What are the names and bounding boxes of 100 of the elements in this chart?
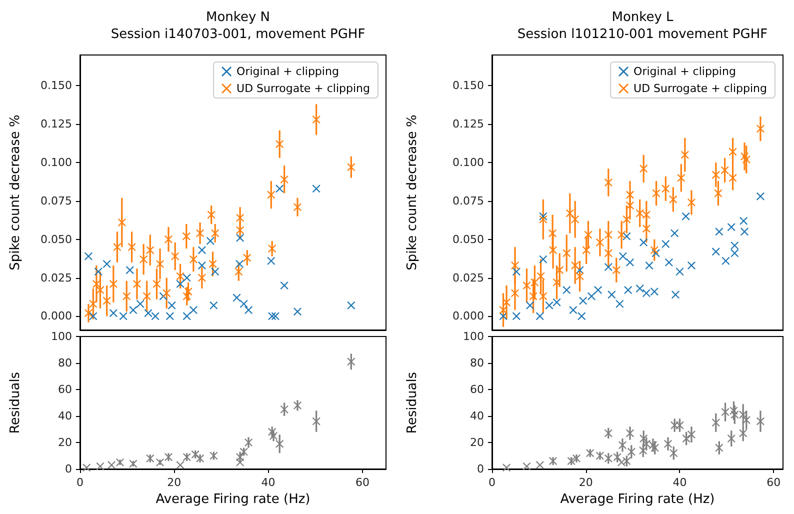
y-axis-title: Residuals xyxy=(405,372,420,434)
y-tick-label: 0.150 xyxy=(452,79,484,92)
y-tick-label: 0.075 xyxy=(452,194,484,208)
point xyxy=(670,229,679,238)
point xyxy=(268,244,276,253)
point xyxy=(642,224,650,233)
point xyxy=(156,260,164,268)
point xyxy=(232,294,241,302)
point xyxy=(539,215,548,224)
point xyxy=(182,312,191,320)
point xyxy=(687,198,696,206)
point xyxy=(613,453,622,462)
point xyxy=(240,448,248,456)
point xyxy=(102,296,111,305)
point xyxy=(640,434,648,443)
point xyxy=(276,140,284,148)
point xyxy=(536,461,544,470)
point xyxy=(236,226,244,234)
point xyxy=(612,266,620,274)
x-tick-label: 0 xyxy=(488,476,496,489)
point xyxy=(567,457,576,466)
point xyxy=(642,289,650,298)
point xyxy=(198,261,206,270)
point xyxy=(740,216,748,225)
y-tick-label: 0 xyxy=(65,462,72,476)
point xyxy=(116,458,124,466)
point xyxy=(626,429,634,438)
y-tick-label: 60 xyxy=(58,383,72,396)
x-tick-label: 60 xyxy=(355,476,370,489)
point xyxy=(244,438,253,446)
point xyxy=(511,261,519,270)
point xyxy=(566,209,574,218)
point xyxy=(164,235,173,244)
point xyxy=(293,203,302,212)
point xyxy=(604,263,612,272)
point xyxy=(146,454,154,462)
point xyxy=(522,462,531,470)
point xyxy=(182,232,190,240)
point xyxy=(168,301,176,310)
point xyxy=(712,170,720,179)
point xyxy=(312,116,320,124)
point xyxy=(236,260,244,268)
y-tick-label: 100 xyxy=(51,330,72,343)
point xyxy=(648,441,657,450)
point xyxy=(122,292,131,300)
point xyxy=(211,268,220,276)
point xyxy=(129,306,138,314)
point xyxy=(586,449,594,458)
x-tick-label: 40 xyxy=(672,476,687,489)
point xyxy=(236,234,244,242)
point xyxy=(604,454,612,462)
x-tick-label: 0 xyxy=(76,476,84,489)
point xyxy=(715,228,724,236)
point xyxy=(572,454,580,462)
point xyxy=(740,228,749,236)
point xyxy=(92,280,100,288)
point xyxy=(280,175,288,184)
point xyxy=(522,281,531,290)
point xyxy=(89,312,98,320)
y-tick-label: 0.075 xyxy=(40,194,72,208)
point xyxy=(562,249,571,258)
point xyxy=(162,289,171,298)
legend-label: UD Surrogate + clipping xyxy=(634,82,768,95)
point xyxy=(604,178,612,187)
point xyxy=(82,464,91,472)
point xyxy=(244,306,253,314)
point xyxy=(119,312,128,320)
chart-subtitle: Session l101210-001 movement PGHF xyxy=(517,27,768,42)
point xyxy=(608,290,616,299)
point xyxy=(539,255,548,264)
point xyxy=(210,452,218,460)
point xyxy=(624,286,632,294)
point xyxy=(714,189,722,198)
point xyxy=(512,312,520,320)
y-tick-label: 0.100 xyxy=(452,156,484,170)
point xyxy=(730,249,739,258)
point xyxy=(176,461,184,470)
point xyxy=(240,300,248,308)
point xyxy=(293,308,302,316)
point xyxy=(280,405,288,414)
point xyxy=(293,401,302,410)
y-axis-title: Spike count decrease % xyxy=(8,114,23,270)
point xyxy=(676,421,684,430)
point xyxy=(206,236,214,245)
x-axis-title: Average Firing rate (Hz) xyxy=(156,492,310,507)
point xyxy=(207,210,216,219)
point xyxy=(347,358,356,366)
point xyxy=(626,190,634,199)
y-tick-label: 0 xyxy=(477,462,484,476)
point xyxy=(626,258,634,266)
point xyxy=(144,309,152,318)
point xyxy=(645,261,654,270)
point xyxy=(96,462,104,470)
y-tick-label: 40 xyxy=(58,410,72,422)
point xyxy=(182,292,191,300)
y-tick-label: 0.025 xyxy=(452,271,484,284)
point xyxy=(664,440,672,448)
point xyxy=(682,212,690,220)
point xyxy=(126,266,134,274)
point xyxy=(636,209,644,218)
